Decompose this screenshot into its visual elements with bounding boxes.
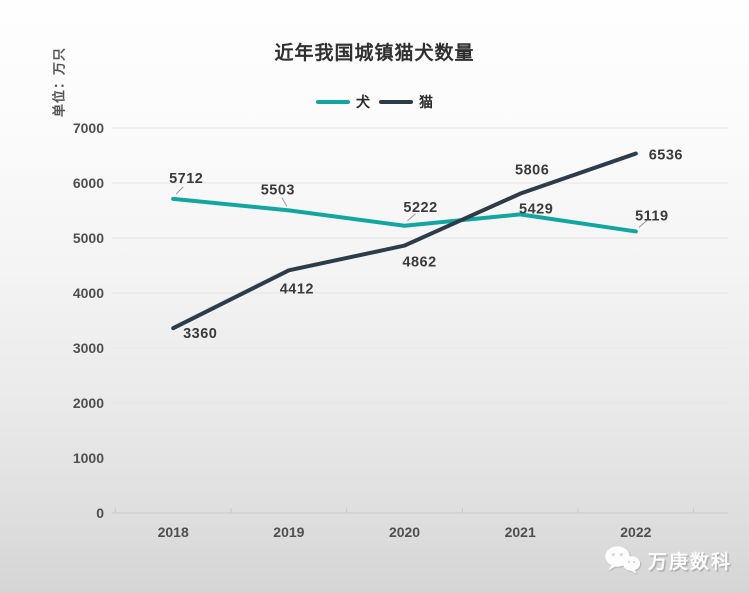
watermark-text: 万庚数科 xyxy=(648,552,733,573)
label-leader-line xyxy=(175,186,184,195)
label-leader-line xyxy=(407,213,416,222)
data-point-label: 4412 xyxy=(280,281,314,297)
data-point-label: 5712 xyxy=(169,171,203,187)
y-tick-label: 0 xyxy=(96,505,104,521)
legend-item-dog[interactable]: 犬 xyxy=(316,92,370,112)
legend-label-cat: 猫 xyxy=(419,94,433,110)
x-tick-label: 2021 xyxy=(505,524,536,540)
data-point-label: 6536 xyxy=(649,148,683,164)
data-point-label: 5119 xyxy=(635,208,668,224)
series-line-猫 xyxy=(171,151,638,331)
chart-legend: 犬 猫 xyxy=(0,92,749,112)
x-tick-label: 2020 xyxy=(389,524,420,540)
y-tick-label: 1000 xyxy=(73,450,104,466)
cat-line-swatch xyxy=(379,100,413,104)
y-tick-label: 3000 xyxy=(73,340,104,356)
data-point-label: 3360 xyxy=(183,326,217,342)
wechat-icon xyxy=(605,546,641,574)
y-tick-label: 2000 xyxy=(73,395,104,411)
legend-label-dog: 犬 xyxy=(356,94,370,110)
y-tick-label: 5000 xyxy=(73,230,104,246)
y-tick-label: 7000 xyxy=(73,120,104,136)
data-point-label: 5222 xyxy=(403,200,437,216)
label-leader-line xyxy=(281,197,288,207)
y-tick-label: 6000 xyxy=(73,175,104,191)
x-tick-label: 2019 xyxy=(273,524,304,540)
x-tick-label: 2022 xyxy=(620,524,651,540)
data-point-label: 5806 xyxy=(515,163,549,179)
y-tick-label: 4000 xyxy=(73,285,104,301)
x-tick-label: 2018 xyxy=(158,524,189,540)
watermark: 万庚数科 xyxy=(604,545,732,576)
data-point-label: 5429 xyxy=(519,201,553,217)
label-leader-line xyxy=(638,220,648,228)
legend-item-cat[interactable]: 猫 xyxy=(379,92,433,112)
data-point-label: 4862 xyxy=(402,255,436,271)
series-line-犬 xyxy=(171,196,638,234)
dog-line-swatch xyxy=(316,100,350,104)
chart-title: 近年我国城镇猫犬数量 xyxy=(274,43,475,64)
data-point-label: 5503 xyxy=(261,182,295,198)
